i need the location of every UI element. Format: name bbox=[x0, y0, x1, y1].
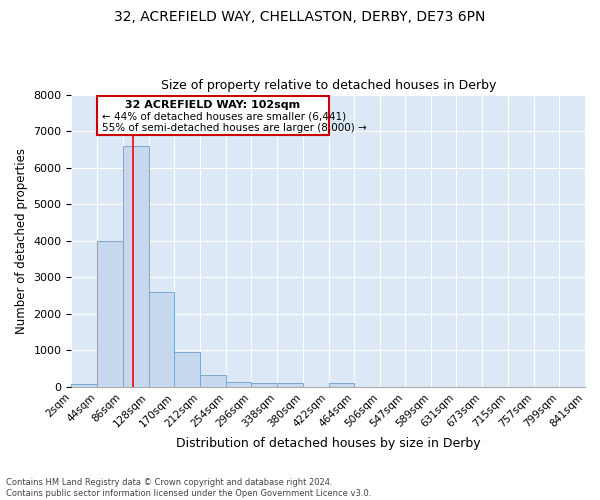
Bar bbox=[97, 241, 123, 387]
Bar bbox=[149, 292, 174, 387]
Bar bbox=[226, 382, 251, 387]
Bar bbox=[71, 384, 97, 387]
X-axis label: Distribution of detached houses by size in Derby: Distribution of detached houses by size … bbox=[176, 437, 481, 450]
Bar bbox=[174, 352, 200, 387]
Bar bbox=[277, 383, 303, 387]
Bar bbox=[251, 383, 277, 387]
Text: 32 ACREFIELD WAY: 102sqm: 32 ACREFIELD WAY: 102sqm bbox=[125, 100, 301, 110]
Text: 32, ACREFIELD WAY, CHELLASTON, DERBY, DE73 6PN: 32, ACREFIELD WAY, CHELLASTON, DERBY, DE… bbox=[115, 10, 485, 24]
Title: Size of property relative to detached houses in Derby: Size of property relative to detached ho… bbox=[161, 79, 496, 92]
Text: ← 44% of detached houses are smaller (6,441): ← 44% of detached houses are smaller (6,… bbox=[102, 112, 346, 122]
Bar bbox=[123, 146, 149, 387]
Text: 55% of semi-detached houses are larger (8,000) →: 55% of semi-detached houses are larger (… bbox=[102, 123, 367, 133]
Bar bbox=[329, 384, 354, 387]
FancyBboxPatch shape bbox=[97, 96, 329, 135]
Text: Contains HM Land Registry data © Crown copyright and database right 2024.
Contai: Contains HM Land Registry data © Crown c… bbox=[6, 478, 371, 498]
Bar bbox=[200, 376, 226, 387]
Y-axis label: Number of detached properties: Number of detached properties bbox=[15, 148, 28, 334]
